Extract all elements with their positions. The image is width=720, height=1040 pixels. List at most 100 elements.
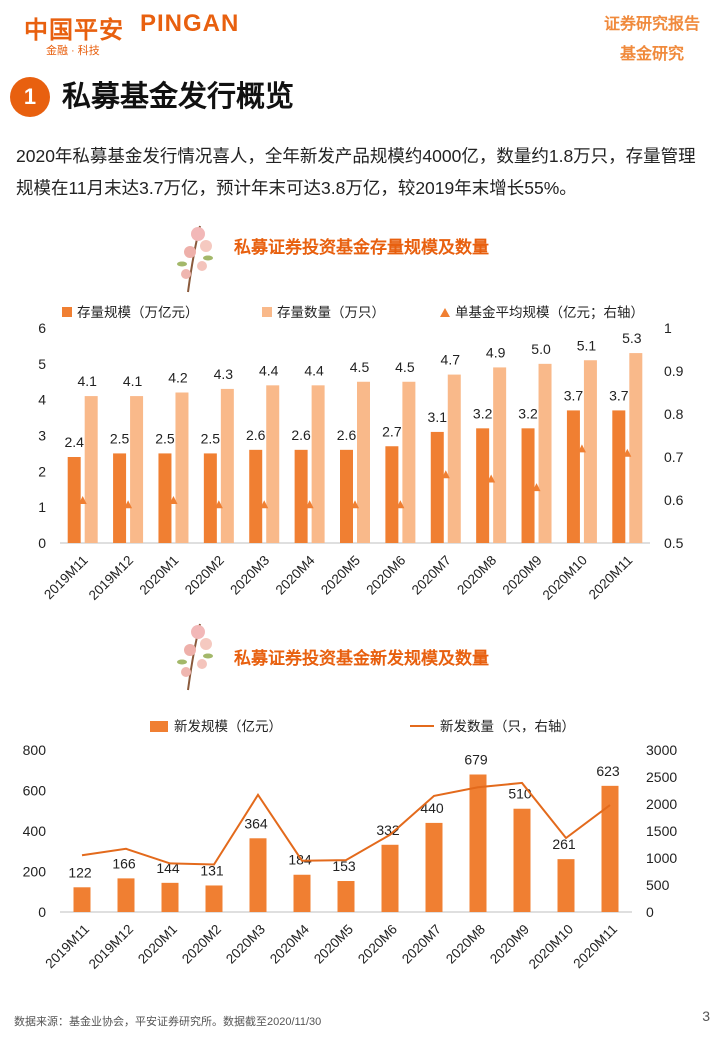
new-scale-bar	[117, 878, 135, 912]
flower-decoration-icon	[177, 225, 213, 293]
avg-scale-marker	[305, 500, 314, 509]
new-scale-bar	[381, 844, 399, 912]
logo-chinese: 中国平安	[24, 17, 124, 44]
report-type: 证券研究报告	[603, 16, 700, 33]
avg-scale-marker	[532, 483, 541, 492]
x-tick-label: 2019M12	[86, 553, 136, 603]
stock-scale-bar	[158, 453, 172, 543]
x-tick-label: 2020M7	[399, 922, 444, 967]
x-tick-label: 2020M7	[409, 553, 454, 598]
y2-tick-label: 0.7	[664, 449, 684, 465]
stock-scale-data-label: 2.5	[155, 430, 175, 446]
section-title: 私募基金发行概览	[62, 81, 295, 113]
x-tick-label: 2020M9	[500, 553, 545, 598]
new-scale-bar	[337, 881, 355, 912]
x-tick-label: 2020M4	[273, 552, 318, 597]
stock-count-data-label: 4.9	[486, 344, 506, 360]
report-header: 中国平安 PINGAN 金融 · 科技 证券研究报告 基金研究	[0, 0, 720, 70]
avg-scale-marker	[396, 500, 405, 509]
stock-count-data-label: 4.1	[77, 373, 97, 389]
y2-tick-label: 2500	[646, 769, 677, 785]
new-scale-bar	[513, 808, 531, 912]
new-scale-data-label: 679	[464, 752, 488, 768]
stock-count-data-label: 4.7	[441, 352, 461, 368]
avg-scale-marker	[487, 474, 496, 483]
stock-count-data-label: 4.3	[214, 366, 234, 382]
stock-count-bar	[311, 385, 325, 543]
stock-scale-data-label: 2.6	[291, 427, 311, 443]
stock-scale-data-label: 2.6	[246, 427, 266, 443]
y2-tick-label: 1000	[646, 850, 677, 866]
new-scale-bar	[557, 859, 575, 912]
new-scale-data-label: 122	[68, 864, 92, 880]
stock-scale-bar	[612, 410, 626, 543]
stock-count-bar	[84, 396, 98, 543]
stock-count-data-label: 4.2	[168, 370, 188, 386]
new-scale-data-label: 261	[552, 836, 576, 852]
stock-count-bar	[402, 381, 416, 543]
y-tick-label: 5	[38, 356, 46, 372]
y2-tick-label: 0.5	[664, 535, 684, 551]
stock-scale-data-label: 3.2	[518, 405, 538, 421]
x-tick-label: 2020M4	[267, 921, 312, 966]
legend-label: 存量数量（万只）	[277, 305, 385, 320]
stock-count-bar	[357, 381, 370, 543]
section-number-badge: 1	[10, 77, 50, 117]
y-tick-label: 6	[38, 320, 46, 336]
stock-count-bar	[175, 392, 189, 543]
stock-scale-bar	[340, 449, 353, 543]
page-number: 3	[702, 1008, 710, 1024]
y-tick-label: 2	[38, 463, 46, 479]
y-tick-label: 1	[38, 499, 46, 515]
stock-scale-data-label: 3.2	[473, 405, 493, 421]
data-source-note: 数据来源：基金业协会，平安证券研究所。数据截至2020/11/30	[14, 1016, 322, 1028]
legend-swatch	[150, 721, 168, 732]
new-scale-bar	[161, 882, 179, 912]
stock-count-bar	[583, 360, 597, 543]
x-tick-label: 2020M3	[223, 922, 268, 967]
stock-scale-data-label: 2.5	[110, 430, 130, 446]
new-scale-data-label: 153	[332, 858, 356, 874]
stock-scale-data-label: 2.4	[64, 434, 84, 450]
y-tick-label: 800	[23, 742, 47, 758]
stock-scale-bar	[67, 457, 81, 543]
y-tick-label: 0	[38, 535, 46, 551]
chart-1-title: 私募证券投资基金存量规模及数量	[234, 238, 489, 257]
logo-english: PINGAN	[140, 10, 240, 37]
legend-label: 存量规模（万亿元）	[77, 305, 199, 320]
y2-tick-label: 0	[646, 904, 654, 920]
logo-slogan: 金融 · 科技	[46, 45, 100, 57]
x-tick-label: 2020M3	[227, 553, 272, 598]
stock-count-bar	[130, 396, 144, 543]
intro-paragraph: 2020年私募基金发行情况喜人，全年新发产品规模约4000亿，数量约1.8万只，…	[16, 146, 696, 198]
new-scale-data-label: 184	[288, 852, 312, 868]
stock-count-bar	[538, 363, 552, 543]
stock-scale-data-label: 2.5	[201, 430, 221, 446]
x-tick-label: 2020M6	[363, 553, 408, 598]
x-tick-label: 2020M5	[311, 922, 356, 967]
stock-count-bar	[629, 353, 643, 543]
x-tick-label: 2020M11	[586, 553, 636, 603]
stock-scale-bar	[385, 446, 399, 543]
x-tick-label: 2020M8	[443, 922, 488, 967]
y-tick-label: 200	[23, 864, 47, 880]
stock-scale-bar	[521, 428, 535, 543]
new-scale-bar	[73, 887, 91, 912]
x-tick-label: 2020M2	[179, 922, 224, 967]
new-issuance-chart: 新发规模（亿元） 新发数量（只，右轴） 0 200 400 600 800 0 500 1000 1…	[23, 719, 678, 972]
new-scale-bar	[601, 785, 619, 912]
stock-count-data-label: 4.5	[350, 359, 370, 375]
new-scale-data-label: 131	[200, 862, 224, 878]
y2-tick-label: 500	[646, 877, 670, 893]
y2-tick-label: 0.9	[664, 363, 684, 379]
y-tick-label: 4	[38, 392, 46, 408]
new-scale-bar	[293, 874, 311, 912]
stock-count-bar	[447, 374, 461, 543]
y2-tick-label: 0.8	[664, 406, 684, 422]
legend-swatch	[440, 308, 450, 317]
y2-tick-label: 3000	[646, 742, 677, 758]
avg-scale-marker	[214, 500, 223, 509]
stock-count-data-label: 5.0	[531, 341, 551, 357]
stock-count-data-label: 5.1	[577, 337, 597, 353]
x-tick-label: 2020M8	[454, 553, 499, 598]
